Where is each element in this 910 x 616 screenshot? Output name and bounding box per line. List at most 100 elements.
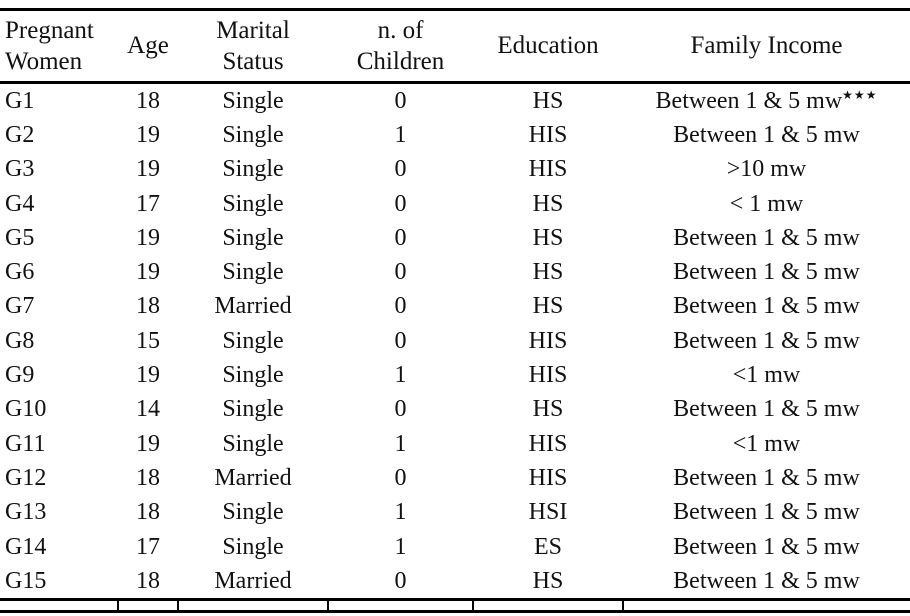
- cell-education: HS: [532, 224, 564, 251]
- cell-family-income: Between 1 & 5 mw: [673, 327, 860, 354]
- tick-cell: [472, 599, 623, 612]
- cell-n-of-children: 1: [394, 362, 407, 389]
- cell-n-of-children: 0: [394, 396, 407, 423]
- cell-age: 19: [136, 224, 160, 251]
- cell-marital-status: Single: [222, 190, 284, 217]
- cell-education: HS: [532, 190, 564, 217]
- table-body: G1 18 Single 0 HS Between 1 & 5 mw★★★ G2 19 Sing…: [0, 83, 910, 602]
- table-row: G8 15 Single 0 HIS Between 1 & 5 mw: [0, 324, 910, 358]
- cell-age: 15: [136, 327, 160, 354]
- tick-cell: [622, 599, 910, 612]
- cell-age: 19: [136, 362, 160, 389]
- cell-education: HSI: [528, 499, 568, 526]
- table-row: G5 19 Single 0 HS Between 1 & 5 mw: [0, 221, 910, 255]
- cell-pregnant-women: G9: [5, 362, 35, 389]
- cell-age: 19: [136, 430, 160, 457]
- column-header-pregnant-women: Pregnant Women: [0, 9, 118, 84]
- cell-family-income: <1 mw: [732, 430, 801, 457]
- cell-family-income: Between 1 & 5 mw: [673, 396, 860, 423]
- cell-pregnant-women: G1: [5, 87, 35, 114]
- cell-pregnant-women: G2: [5, 121, 35, 148]
- cell-n-of-children: 1: [394, 533, 407, 560]
- cell-pregnant-women: G12: [5, 464, 47, 491]
- tick-cell: [0, 600, 118, 612]
- cell-pregnant-women: G13: [5, 499, 47, 526]
- cell-education: HIS: [528, 121, 568, 148]
- cell-n-of-children: 1: [394, 121, 407, 148]
- tick-cell: [327, 599, 473, 612]
- cell-education: HS: [532, 259, 564, 286]
- cell-age: 18: [136, 499, 160, 526]
- cell-pregnant-women: G14: [5, 533, 47, 560]
- table-row: G13 18 Single 1 HSI Between 1 & 5 mw: [0, 496, 910, 530]
- cell-age: 19: [136, 156, 160, 183]
- cell-n-of-children: 0: [394, 87, 407, 114]
- cell-pregnant-women: G10: [5, 396, 47, 423]
- cell-pregnant-women: G3: [5, 156, 35, 183]
- participants-table: Pregnant Women Age Marital Status n. of …: [0, 8, 910, 614]
- cell-family-income: Between 1 & 5 mw: [673, 499, 860, 526]
- cell-family-income: Between 1 & 5 mw: [673, 224, 860, 251]
- column-header-age: Age: [118, 9, 178, 84]
- cell-marital-status: Single: [222, 87, 284, 114]
- cell-pregnant-women: G5: [5, 224, 35, 251]
- table-row: G2 19 Single 1 HIS Between 1 & 5 mw: [0, 118, 910, 152]
- cell-n-of-children: 0: [394, 190, 407, 217]
- cell-n-of-children: 0: [394, 464, 407, 491]
- cell-family-income: Between 1 & 5 mw: [673, 293, 860, 320]
- cell-pregnant-women: G8: [5, 327, 35, 354]
- table-row: G1 18 Single 0 HS Between 1 & 5 mw★★★: [0, 83, 910, 119]
- tick-cell: [117, 599, 178, 612]
- column-header-family-income: Family Income: [623, 9, 910, 84]
- cell-age: 17: [136, 533, 160, 560]
- table-row: G7 18 Married 0 HS Between 1 & 5 mw: [0, 290, 910, 324]
- cell-education: HIS: [528, 327, 568, 354]
- cell-pregnant-women: G7: [5, 293, 35, 320]
- cell-marital-status: Single: [222, 121, 284, 148]
- cell-age: 18: [136, 464, 160, 491]
- table-row: G3 19 Single 0 HIS >10 mw: [0, 153, 910, 187]
- cell-pregnant-women: G4: [5, 190, 35, 217]
- cell-family-income: Between 1 & 5 mw: [673, 121, 860, 148]
- column-header-n-of-children: n. of Children: [328, 9, 473, 84]
- cell-age: 18: [136, 87, 160, 114]
- cell-pregnant-women: G11: [5, 430, 46, 457]
- cell-marital-status: Single: [222, 327, 284, 354]
- cell-marital-status: Single: [222, 499, 284, 526]
- cell-pregnant-women: G15: [0, 564, 118, 602]
- table-row: G14 17 Single 1 ES Between 1 & 5 mw: [0, 530, 910, 564]
- cell-n-of-children: 0: [394, 156, 407, 183]
- cell-marital-status: Married: [178, 564, 328, 602]
- column-header-marital-status: Marital Status: [178, 9, 328, 84]
- tick-cell: [177, 599, 328, 612]
- cell-marital-status: Single: [222, 259, 284, 286]
- cell-family-income: Between 1 & 5 mw: [623, 564, 910, 602]
- cell-marital-status: Single: [222, 156, 284, 183]
- cell-education: HS: [532, 396, 564, 423]
- cell-education: HIS: [528, 430, 568, 457]
- cell-marital-status: Single: [222, 396, 284, 423]
- cell-marital-status: Single: [222, 430, 284, 457]
- cell-education: HIS: [528, 362, 568, 389]
- table-footer-ticks: [0, 599, 910, 612]
- cell-n-of-children: 1: [394, 499, 407, 526]
- cell-education: ES: [533, 533, 562, 560]
- cell-marital-status: Single: [222, 362, 284, 389]
- cell-marital-status: Married: [214, 464, 292, 491]
- cell-family-income: Between 1 & 5 mw★★★: [655, 87, 878, 114]
- cell-n-of-children: 0: [394, 327, 407, 354]
- table-row: G6 19 Single 0 HS Between 1 & 5 mw: [0, 255, 910, 289]
- cell-family-income: < 1 mw: [729, 190, 804, 217]
- cell-age: 18: [118, 564, 178, 602]
- cell-education: HIS: [528, 464, 568, 491]
- cell-education: HS: [532, 293, 564, 320]
- table-row: G4 17 Single 0 HS < 1 mw: [0, 187, 910, 221]
- cell-n-of-children: 0: [394, 224, 407, 251]
- cell-n-of-children: 0: [394, 259, 407, 286]
- table-row: G12 18 Married 0 HIS Between 1 & 5 mw: [0, 461, 910, 495]
- cell-n-of-children: 1: [394, 430, 407, 457]
- table-row: G11 19 Single 1 HIS <1 mw: [0, 427, 910, 461]
- table-row: G9 19 Single 1 HIS <1 mw: [0, 358, 910, 392]
- cell-marital-status: Single: [222, 224, 284, 251]
- cell-age: 14: [136, 396, 160, 423]
